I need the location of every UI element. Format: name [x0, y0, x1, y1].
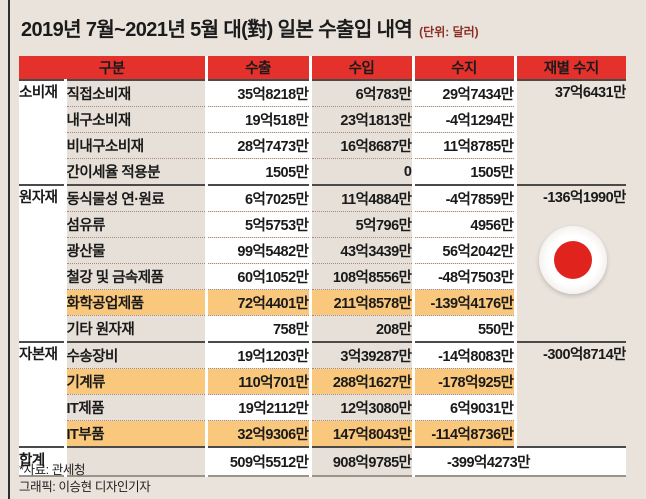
import-value: 0 [308, 158, 413, 186]
total-empty-cell [63, 446, 206, 477]
table-row: 간이세율 적용분 1505만 0 1505만 [19, 158, 626, 186]
balance-value: 1505만 [411, 158, 515, 186]
export-value: 758만 [204, 315, 310, 343]
item-name: 비내구소비재 [63, 132, 206, 159]
table-row: 섬유류 5억5753만 5억796만 4956만 [19, 211, 626, 238]
japan-flag-icon [539, 226, 607, 294]
import-value: 23억1813만 [308, 106, 413, 133]
total-label: 합계 [19, 446, 65, 477]
balance-value: 550만 [411, 315, 515, 343]
table-row: 자본재 수송장비 19억1203만 3억39287만 -14억8083만 -30… [19, 341, 626, 447]
import-value: 43억3439만 [308, 237, 413, 264]
balance-value: -4억1294만 [411, 106, 515, 133]
item-name: 기계류 [63, 368, 206, 395]
total-export-value: 509억5512만 [204, 446, 310, 477]
export-value: 19억518만 [204, 106, 310, 133]
group-label-raw-materials: 원자재 [19, 184, 65, 342]
balance-value: -114억8736만 [411, 420, 515, 448]
balance-value: 11억8785만 [411, 132, 515, 159]
import-value: 12억3080만 [308, 394, 413, 421]
item-name: 광산물 [63, 237, 206, 264]
balance-value: 29억7434만 [411, 79, 515, 107]
header-row: 구분 수출 수입 수지 재별 수지 [19, 56, 626, 81]
balance-value: 6억9031만 [411, 394, 515, 421]
item-name: IT제품 [63, 394, 206, 421]
group-balance-value: 37억6431만 [513, 79, 626, 185]
table-row: 철강 및 금속제품 60억1052만 108억8556만 -48억7503만 [19, 263, 626, 290]
import-value: 6억783만 [308, 79, 413, 107]
item-name: 기타 원자재 [63, 315, 206, 343]
table-row: 비내구소비재 28억7473만 16억8687만 11억8785만 [19, 132, 626, 159]
credit-note: 그래픽: 이승현 디자인기자 [19, 480, 151, 494]
import-value: 208만 [308, 315, 413, 343]
balance-value: -4억7859만 [411, 184, 515, 212]
unit-label: (단위: 달러) [419, 25, 479, 39]
japan-flag-red-circle [554, 241, 592, 279]
col-header-group-balance: 재별 수지 [513, 56, 626, 81]
export-value: 35억8218만 [204, 79, 310, 107]
import-value: 16억8687만 [308, 132, 413, 159]
export-value: 1505만 [204, 158, 310, 186]
table-row: 광산물 99억5482만 43억3439만 56억2042만 [19, 237, 626, 264]
balance-value: -178억925만 [411, 368, 515, 395]
trade-table: 구분 수출 수입 수지 재별 수지 소비재 직접소비재 35억8218만 6억7… [19, 56, 626, 477]
import-value: 211억8578만 [308, 289, 413, 316]
table-row-highlighted: 화학공업제품 72억4401만 211억8578만 -139억4176만 [19, 289, 626, 316]
export-value: 72억4401만 [204, 289, 310, 316]
item-name: 직접소비재 [63, 79, 206, 107]
col-header-category: 구분 [19, 56, 206, 81]
total-import-value: 908억9785만 [308, 446, 413, 477]
balance-value: 4956만 [411, 211, 515, 238]
import-value: 11억4884만 [308, 184, 413, 212]
total-balance-value: -399억4273만 [411, 446, 626, 477]
item-name: IT부품 [63, 420, 206, 448]
table-row: 기타 원자재 758만 208만 550만 [19, 315, 626, 343]
import-value: 5억796만 [308, 211, 413, 238]
item-name: 화학공업제품 [63, 289, 206, 316]
table-row: 원자재 동식물성 연·원료 6억7025만 11억4884만 -4억7859만 … [19, 184, 626, 342]
export-value: 19억1203만 [204, 341, 310, 369]
import-value: 3억39287만 [308, 341, 413, 369]
page-title: 2019년 7월~2021년 5월 대(對) 일본 수출입 내역 [21, 19, 413, 41]
balance-value: -139억4176만 [411, 289, 515, 316]
export-value: 32억9306만 [204, 420, 310, 448]
col-header-balance: 수지 [411, 56, 515, 81]
balance-value: -14억8083만 [411, 341, 515, 369]
item-name: 섬유류 [63, 211, 206, 238]
group-balance-value: -300억8714만 [513, 341, 626, 447]
item-name: 간이세율 적용분 [63, 158, 206, 186]
group-label-consumer: 소비재 [19, 79, 65, 185]
left-border-line [8, 0, 10, 499]
col-header-export: 수출 [204, 56, 310, 81]
group-label-capital-goods: 자본재 [19, 341, 65, 447]
table-row: IT제품 19억2112만 12억3080만 6억9031만 [19, 394, 626, 421]
export-value: 5억5753만 [204, 211, 310, 238]
import-value: 288억1627만 [308, 368, 413, 395]
export-value: 6억7025만 [204, 184, 310, 212]
import-value: 108억8556만 [308, 263, 413, 290]
item-name: 철강 및 금속제품 [63, 263, 206, 290]
export-value: 99억5482만 [204, 237, 310, 264]
title-row: 2019년 7월~2021년 5월 대(對) 일본 수출입 내역 (단위: 달러) [21, 13, 479, 42]
export-value: 60억1052만 [204, 263, 310, 290]
item-name: 내구소비재 [63, 106, 206, 133]
item-name: 수송장비 [63, 341, 206, 369]
balance-value: -48억7503만 [411, 263, 515, 290]
table-row: 소비재 직접소비재 35억8218만 6억783만 29억7434만 37억64… [19, 79, 626, 185]
table-row: 내구소비재 19억518만 23억1813만 -4억1294만 [19, 106, 626, 133]
table-row-highlighted: 기계류 110억701만 288억1627만 -178억925만 [19, 368, 626, 395]
export-value: 19억2112만 [204, 394, 310, 421]
source-note: *자료: 관세청 [19, 463, 86, 477]
total-row: 합계 509억5512만 908억9785만 -399억4273만 [19, 446, 626, 477]
export-value: 110억701만 [204, 368, 310, 395]
export-value: 28억7473만 [204, 132, 310, 159]
col-header-import: 수입 [308, 56, 413, 81]
item-name: 동식물성 연·원료 [63, 184, 206, 212]
import-value: 147억8043만 [308, 420, 413, 448]
balance-value: 56억2042만 [411, 237, 515, 264]
